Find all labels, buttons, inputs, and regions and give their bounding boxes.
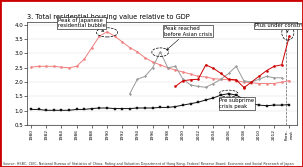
Text: Pre subprime
crisis peak: Pre subprime crisis peak [219, 94, 255, 109]
Text: 3. Total residential housing value relative to GDP: 3. Total residential housing value relat… [27, 14, 190, 20]
Text: Peak reached
before Asian crisis: Peak reached before Asian crisis [164, 26, 212, 50]
Text: Source: HSBC, CEIC, National Bureau of Statistics of China, Rating and Valuation: Source: HSBC, CEIC, National Bureau of S… [3, 162, 294, 166]
Text: Plus under construction: Plus under construction [255, 23, 303, 32]
Text: Peak of Japanese
residential bubble: Peak of Japanese residential bubble [58, 18, 105, 31]
